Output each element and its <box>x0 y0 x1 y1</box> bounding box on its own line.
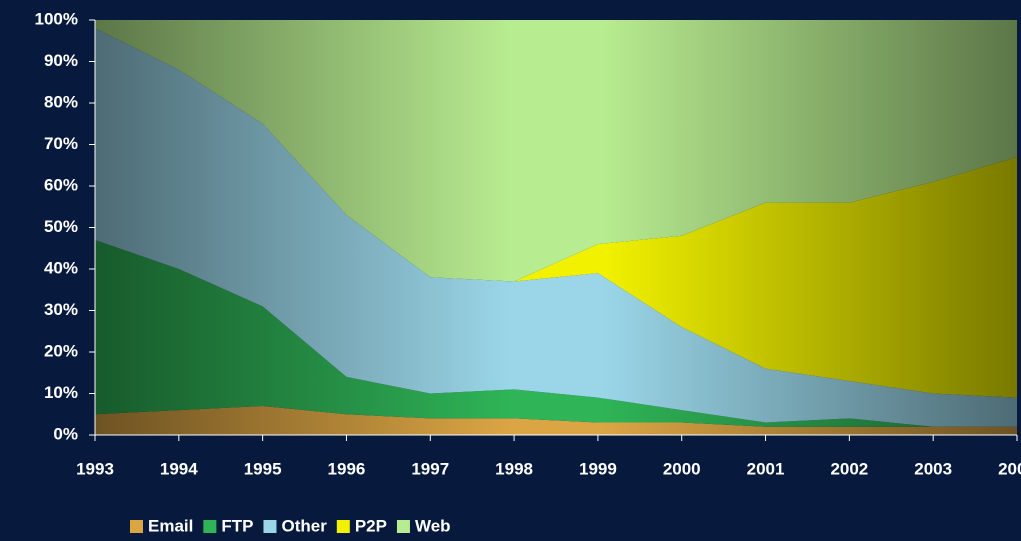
x-tick-label: 1994 <box>160 459 198 478</box>
x-tick-label: 1996 <box>328 459 366 478</box>
legend-swatch <box>336 520 350 533</box>
legend-label: Web <box>415 516 451 535</box>
legend-swatch <box>396 520 410 533</box>
x-tick-label: 1998 <box>495 459 533 478</box>
legend-label: P2P <box>355 516 387 535</box>
x-tick-label: 1993 <box>76 459 114 478</box>
y-tick-label: 20% <box>44 341 78 360</box>
x-tick-label: 1997 <box>411 459 449 478</box>
legend-label: FTP <box>221 516 253 535</box>
y-tick-label: 40% <box>44 258 78 277</box>
y-tick-label: 30% <box>44 300 78 319</box>
x-tick-label: 2004 <box>998 459 1021 478</box>
x-tick-label: 2000 <box>663 459 701 478</box>
y-tick-label: 100% <box>35 9 78 28</box>
y-tick-label: 80% <box>44 92 78 111</box>
plot-area <box>95 20 1017 435</box>
x-tick-label: 1995 <box>244 459 282 478</box>
x-tick-label: 2001 <box>747 459 785 478</box>
y-tick-label: 70% <box>44 134 78 153</box>
x-tick-label: 1999 <box>579 459 617 478</box>
legend-swatch <box>263 520 277 533</box>
y-tick-label: 60% <box>44 175 78 194</box>
legend-label: Other <box>281 516 327 535</box>
shading <box>95 20 1017 435</box>
y-tick-label: 90% <box>44 51 78 70</box>
x-tick-label: 2003 <box>914 459 952 478</box>
y-tick-label: 10% <box>44 383 78 402</box>
x-tick-label: 2002 <box>830 459 868 478</box>
legend-swatch <box>130 520 143 533</box>
y-tick-label: 50% <box>44 217 78 236</box>
legend-label: Email <box>148 516 193 535</box>
y-tick-label: 0% <box>53 424 78 443</box>
legend-swatch <box>203 520 217 533</box>
